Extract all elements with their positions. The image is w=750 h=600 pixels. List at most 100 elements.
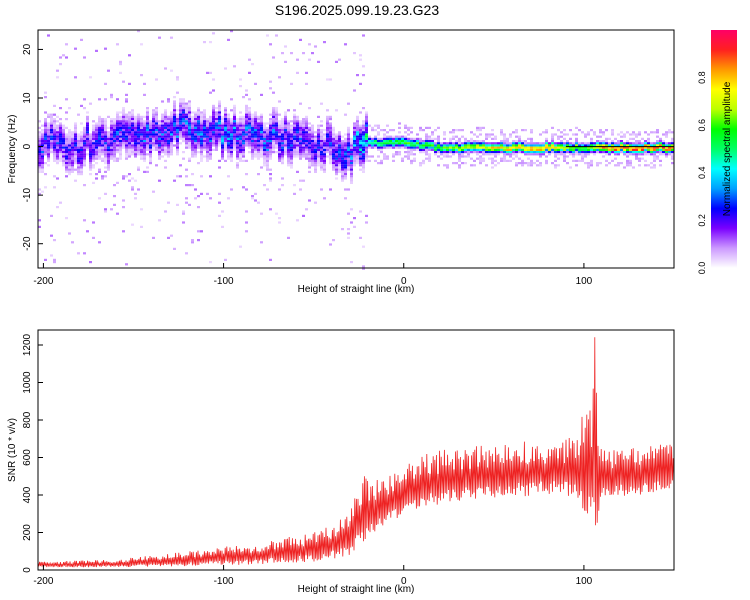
y-tick-label: 0 <box>22 567 33 573</box>
heatmap-cell <box>284 131 287 134</box>
heatmap-cell <box>566 162 569 165</box>
heatmap-cell <box>53 137 56 140</box>
heatmap-cell <box>155 122 158 125</box>
heatmap-cell <box>134 197 137 200</box>
heatmap-cell <box>482 151 485 154</box>
heatmap-cell <box>176 129 179 132</box>
heatmap-cell <box>557 157 560 160</box>
heatmap-cell <box>443 155 446 158</box>
heatmap-cell <box>434 148 437 151</box>
heatmap-cell <box>140 122 143 125</box>
heatmap-cell <box>350 164 353 167</box>
heatmap-cell <box>503 159 506 162</box>
heatmap-cell <box>119 142 122 145</box>
heatmap-cell <box>161 113 164 116</box>
heatmap-cell <box>545 140 548 143</box>
heatmap-cell <box>65 157 68 160</box>
heatmap-cell <box>47 129 50 132</box>
heatmap-cell <box>575 151 578 154</box>
heatmap-cell <box>290 131 293 134</box>
heatmap-cell <box>242 135 245 138</box>
heatmap-cell <box>287 129 290 132</box>
heatmap-cell <box>281 118 284 121</box>
heatmap-cell <box>200 153 203 156</box>
heatmap-cell <box>293 133 296 136</box>
heatmap-cell <box>317 162 320 165</box>
heatmap-cell <box>380 159 383 162</box>
heatmap-cell <box>95 153 98 156</box>
heatmap-cell <box>104 157 107 160</box>
heatmap-cell <box>401 135 404 138</box>
x-tick-label: -200 <box>33 576 53 587</box>
heatmap-cell <box>59 124 62 127</box>
heatmap-cell <box>308 166 311 169</box>
heatmap-cell <box>332 144 335 147</box>
heatmap-cell <box>581 155 584 158</box>
heatmap-cell <box>398 142 401 145</box>
heatmap-cell <box>302 120 305 123</box>
heatmap-cell <box>56 144 59 147</box>
heatmap-cell <box>215 107 218 110</box>
heatmap-cell <box>254 111 257 114</box>
heatmap-cell <box>362 168 365 171</box>
heatmap-cell <box>50 118 53 121</box>
heatmap-cell <box>377 142 380 145</box>
heatmap-cell <box>119 133 122 136</box>
heatmap-cell <box>422 142 425 145</box>
heatmap-cell <box>380 151 383 154</box>
heatmap-cell <box>275 137 278 140</box>
heatmap-cell <box>302 129 305 132</box>
heatmap-cell <box>281 142 284 145</box>
heatmap-cell <box>347 137 350 140</box>
heatmap-cell <box>107 146 110 149</box>
heatmap-cell <box>671 157 674 160</box>
heatmap-cell <box>50 254 53 257</box>
heatmap-cell <box>119 129 122 132</box>
heatmap-cell <box>410 159 413 162</box>
heatmap-cell <box>74 144 77 147</box>
heatmap-cell <box>38 142 41 145</box>
heatmap-cell <box>356 124 359 127</box>
heatmap-cell <box>506 137 509 140</box>
heatmap-cell <box>581 146 584 149</box>
heatmap-cell <box>332 162 335 165</box>
heatmap-cell <box>56 76 59 79</box>
heatmap-cell <box>311 164 314 167</box>
heatmap-cell <box>203 118 206 121</box>
heatmap-cell <box>356 162 359 165</box>
heatmap-cell <box>335 133 338 136</box>
heatmap-cell <box>296 135 299 138</box>
heatmap-cell <box>458 146 461 149</box>
heatmap-cell <box>128 118 131 121</box>
heatmap-cell <box>200 155 203 158</box>
heatmap-cell <box>602 155 605 158</box>
heatmap-cell <box>56 115 59 118</box>
heatmap-cell <box>50 151 53 154</box>
heatmap-cell <box>299 157 302 160</box>
heatmap-cell <box>179 122 182 125</box>
heatmap-cell <box>119 118 122 121</box>
heatmap-cell <box>158 148 161 151</box>
heatmap-cell <box>530 151 533 154</box>
heatmap-cell <box>350 146 353 149</box>
heatmap-cell <box>365 214 368 217</box>
heatmap-cell <box>233 131 236 134</box>
heatmap-cell <box>95 131 98 134</box>
colorbar-tick-label: 0.4 <box>697 167 707 180</box>
heatmap-cell <box>140 225 143 228</box>
heatmap-cell <box>665 148 668 151</box>
heatmap-cell <box>503 155 506 158</box>
heatmap-cell <box>329 153 332 156</box>
heatmap-cell <box>317 159 320 162</box>
heatmap-cell <box>290 135 293 138</box>
heatmap-cell <box>92 164 95 167</box>
heatmap-cell <box>332 239 335 242</box>
x-tick-label: -200 <box>33 276 53 287</box>
heatmap-cell <box>278 120 281 123</box>
heatmap-cell <box>389 142 392 145</box>
heatmap-cell <box>287 157 290 160</box>
heatmap-cell <box>92 135 95 138</box>
heatmap-cell <box>287 162 290 165</box>
heatmap-cell <box>419 151 422 154</box>
heatmap-cell <box>152 140 155 143</box>
